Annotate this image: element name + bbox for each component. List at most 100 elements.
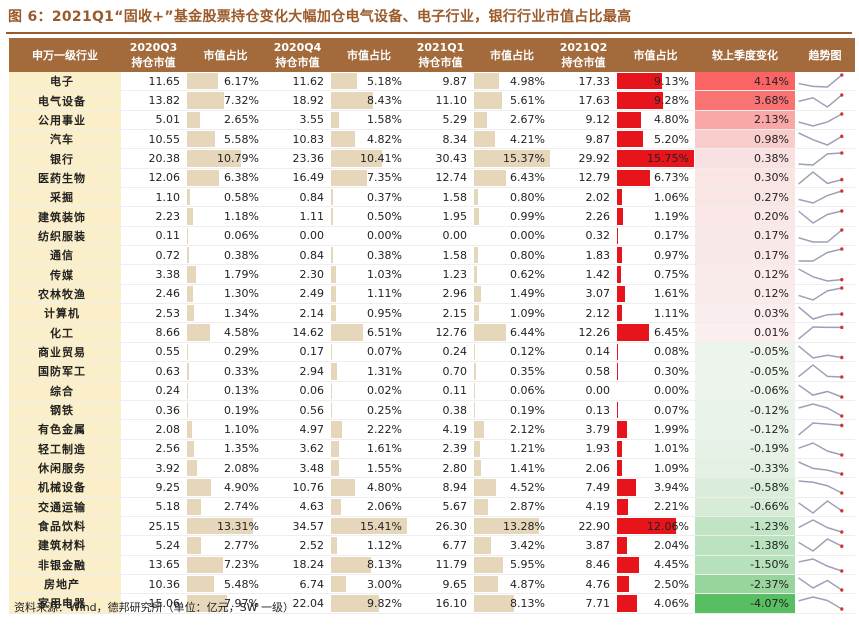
share-value: 2.77% xyxy=(224,538,259,552)
share-value: 2.06% xyxy=(367,500,402,514)
share-bar xyxy=(187,73,218,90)
trend-last-point xyxy=(840,530,844,534)
q1-share-cell: 2.12% xyxy=(473,419,551,440)
share-bar xyxy=(474,131,495,148)
share-value: 4.52% xyxy=(510,480,545,494)
trend-sparkline-cell xyxy=(795,226,855,247)
q2-value-cell: 3.07 xyxy=(551,284,616,305)
q3-value-cell: 3.38 xyxy=(121,264,186,285)
q2-value-cell: 0.32 xyxy=(551,226,616,247)
table-row: 有色金属 2.08 1.10% 4.97 2.22% 4.19 2.12% 3.79 1.99%… xyxy=(9,419,855,440)
trend-sparkline-cell xyxy=(795,129,855,150)
share-bar xyxy=(187,556,224,573)
q1-value-cell: 4.19 xyxy=(408,419,473,440)
table-row: 公用事业 5.01 2.65% 3.55 1.58% 5.29 2.67% 9.12 4.80%… xyxy=(9,110,855,131)
trend-sparkline-cell xyxy=(795,148,855,169)
share-bar xyxy=(331,498,342,515)
share-bar xyxy=(474,169,506,187)
header-industry: 申万一级行业 xyxy=(9,38,121,72)
qoq-change-cell: 0.03% xyxy=(695,303,795,324)
q2-share-cell: 12.06% xyxy=(616,516,695,537)
q1-value-cell: 0.24 xyxy=(408,342,473,363)
trend-last-point xyxy=(840,544,844,549)
share-bar xyxy=(187,343,189,361)
share-bar xyxy=(187,189,190,206)
q2-value-cell: 7.71 xyxy=(551,593,616,614)
share-value: 4.21% xyxy=(510,132,545,146)
trend-line xyxy=(798,132,843,147)
trend-last-point xyxy=(840,588,844,592)
q4-share-cell: 0.00% xyxy=(330,226,408,247)
q2-share-cell: 1.61% xyxy=(616,284,695,305)
q3-share-cell: 0.33% xyxy=(186,361,265,382)
qoq-change-cell: 0.17% xyxy=(695,226,795,247)
trend-sparkline xyxy=(798,189,844,205)
q3-value-cell: 5.18 xyxy=(121,497,186,517)
q1-value-cell: 1.23 xyxy=(408,264,473,285)
q2-value-cell: 4.76 xyxy=(551,574,616,595)
share-bar xyxy=(331,92,373,109)
q2-share-cell: 2.50% xyxy=(616,574,695,595)
table-row: 传媒 3.38 1.79% 2.30 1.03% 1.23 0.62% 1.42 0.75% 0.… xyxy=(9,264,855,285)
trend-sparkline-cell xyxy=(795,264,855,285)
share-bar xyxy=(331,111,339,129)
industry-cell: 电气设备 xyxy=(9,90,121,111)
share-bar xyxy=(331,131,355,148)
share-bar xyxy=(474,421,485,438)
header-2021q1-share: 市值占比 xyxy=(473,38,551,72)
q1-share-cell: 0.80% xyxy=(473,245,551,266)
share-value: 1.01% xyxy=(654,442,689,456)
share-bar xyxy=(331,169,368,187)
trend-last-point xyxy=(840,228,844,232)
q3-value-cell: 13.82 xyxy=(121,90,186,111)
trend-line xyxy=(798,557,842,572)
q4-value-cell: 2.14 xyxy=(265,303,330,324)
q3-share-cell: 13.31% xyxy=(186,516,265,537)
share-bar xyxy=(187,537,201,554)
q1-value-cell: 26.30 xyxy=(408,516,473,537)
q2-share-cell: 0.17% xyxy=(616,226,695,247)
share-value: 1.21% xyxy=(510,442,545,456)
trend-last-point xyxy=(840,73,844,77)
table-row: 机械设备 9.25 4.90% 10.76 4.80% 8.94 4.52% 7.49 3.94… xyxy=(9,477,855,498)
share-bar xyxy=(187,382,188,399)
share-value: 4.82% xyxy=(367,132,402,146)
q4-value-cell: 11.62 xyxy=(265,72,330,92)
share-value: 1.61% xyxy=(654,287,689,301)
share-bar xyxy=(331,266,337,283)
q3-share-cell: 4.58% xyxy=(186,322,265,343)
share-value: 1.11% xyxy=(654,306,689,320)
q3-value-cell: 0.36 xyxy=(121,400,186,421)
q3-value-cell: 2.56 xyxy=(121,439,186,459)
table-row: 农林牧渔 2.46 1.30% 2.49 1.11% 2.96 1.49% 3.07 1.61%… xyxy=(9,284,855,305)
trend-line xyxy=(798,325,842,340)
share-bar-red xyxy=(617,479,637,496)
q2-value-cell: 2.26 xyxy=(551,206,616,227)
share-bar xyxy=(474,401,475,419)
trend-sparkline xyxy=(798,306,844,321)
share-value: 15.75% xyxy=(647,152,689,166)
share-bar-red xyxy=(617,150,695,167)
holdings-table: 申万一级行业 2020Q3 持仓市值 市值占比 2020Q4 持仓市值 市值占比 2… xyxy=(9,38,855,614)
q4-value-cell: 3.62 xyxy=(265,439,330,459)
share-bar xyxy=(187,131,215,148)
share-bar-red xyxy=(617,556,639,573)
q1-share-cell: 8.13% xyxy=(473,593,551,614)
share-value: 1.19% xyxy=(654,210,689,224)
q4-value-cell: 22.04 xyxy=(265,593,330,614)
q1-share-cell: 0.35% xyxy=(473,361,551,382)
trend-line xyxy=(798,267,842,282)
q4-share-cell: 0.50% xyxy=(330,206,408,227)
q1-share-cell: 6.43% xyxy=(473,168,551,189)
trend-last-point xyxy=(840,92,844,97)
share-value: 10.41% xyxy=(360,152,402,166)
qoq-change-cell: -0.05% xyxy=(695,361,795,382)
share-value: 5.18% xyxy=(367,74,402,88)
q2-value-cell: 2.06 xyxy=(551,458,616,479)
trend-sparkline-cell xyxy=(795,593,855,614)
q4-share-cell: 6.51% xyxy=(330,322,408,343)
q4-share-cell: 1.12% xyxy=(330,535,408,556)
q2-share-cell: 15.75% xyxy=(616,148,695,169)
table-header-row: 申万一级行业 2020Q3 持仓市值 市值占比 2020Q4 持仓市值 市值占比 2… xyxy=(9,38,855,72)
trend-last-point xyxy=(840,452,844,457)
